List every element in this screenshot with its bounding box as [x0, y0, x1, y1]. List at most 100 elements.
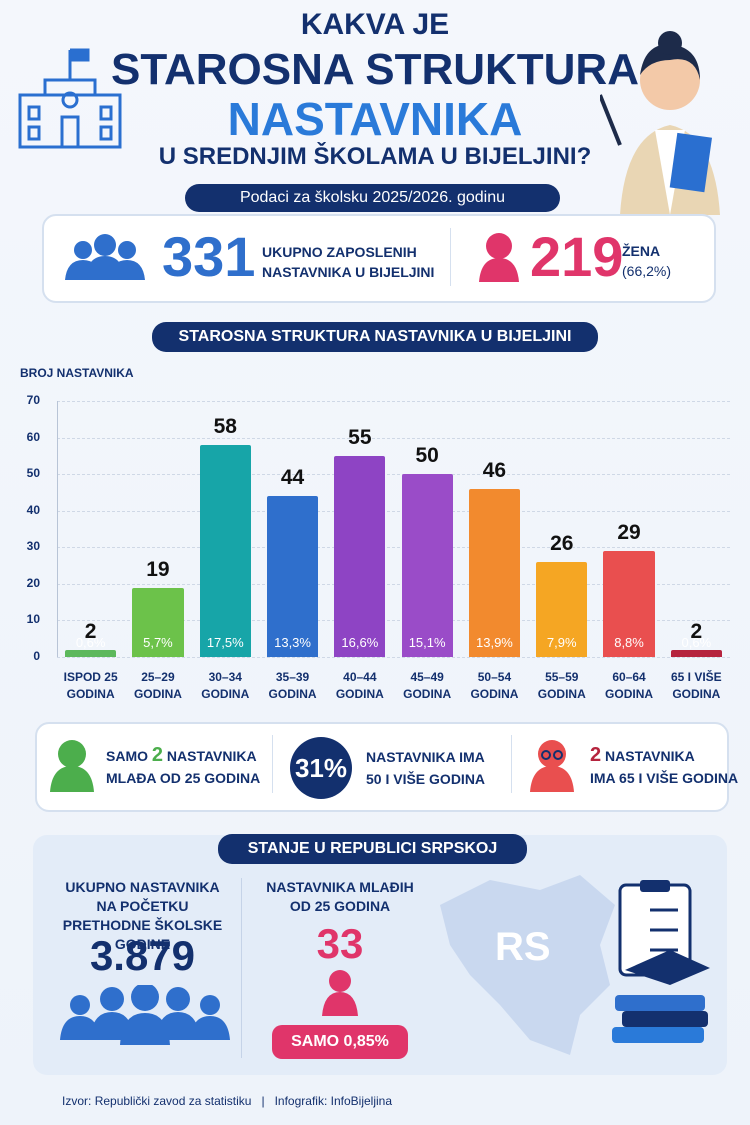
grid-line [57, 510, 730, 512]
value-label: 50 [415, 444, 439, 468]
fact-number: 31% [290, 737, 352, 799]
value-label: 29 [617, 520, 641, 544]
facts-box [35, 722, 729, 812]
y-tick-label: 20 [26, 575, 40, 590]
share-label: 15,1% [408, 635, 446, 650]
x-tick-label: 50–54 GODINA [470, 670, 519, 701]
school-icon [18, 48, 122, 149]
fact-text: MLAĐA OD 25 GODINA [106, 770, 261, 786]
share-label: 0,6% [681, 635, 712, 650]
share-label: 8,8% [614, 635, 644, 650]
people-icon [65, 234, 145, 280]
bar [401, 474, 453, 657]
map-label: RS [495, 925, 551, 969]
books-icon [612, 880, 710, 1043]
footer-text: Republički zavod za statistiku [94, 1094, 252, 1108]
rs-map [440, 875, 615, 1055]
value-label: 46 [482, 458, 507, 482]
chart-title: STAROSNA STRUKTURA NASTAVNIKA U BIJELJIN… [152, 322, 598, 352]
fact-number: 2 [151, 744, 164, 766]
fact-text: 2 NASTAVNIKA IMA 65 I VIŠE GODINA [590, 744, 738, 789]
bar [603, 550, 655, 657]
women-label: ŽENA [622, 243, 661, 259]
divider [272, 735, 273, 793]
share-label: 13,9% [476, 635, 513, 650]
footer-text: | [261, 1094, 265, 1108]
young-icon [50, 740, 94, 792]
y-tick-label: 10 [26, 612, 40, 627]
grid-line [57, 657, 730, 658]
divider [511, 735, 512, 793]
bar [670, 649, 722, 657]
rs-title: STANJE U REPUBLICI SRPSKOJ [218, 834, 527, 864]
x-tick-label: 65 I VIŠE GODINA [670, 670, 722, 701]
y-axis [57, 401, 58, 657]
women-number: 219 [530, 225, 624, 288]
title-line: STAROSNA STRUKTURA [111, 45, 639, 94]
x-tick-label: 35–39 GODINA [268, 670, 317, 701]
y-tick-label: 0 [33, 649, 40, 663]
title-line: NASTAVNIKA [227, 93, 523, 145]
fact-text: SAMO [106, 748, 148, 764]
grid-line [57, 620, 730, 622]
divider [450, 228, 451, 286]
share-label: 17,5% [206, 635, 244, 650]
y-tick-label: 60 [26, 429, 40, 444]
total-number: 331 [162, 225, 256, 288]
bar [65, 649, 117, 657]
footer-text: InfoBijeljina [330, 1094, 393, 1108]
share-label: 16,6% [341, 635, 379, 650]
teacher-illustration [600, 31, 720, 215]
value-label: 19 [146, 557, 170, 581]
x-tick-label: 40–44 GODINA [335, 670, 384, 701]
grid-line [57, 547, 730, 549]
divider [241, 878, 242, 1058]
people-icon [60, 985, 230, 1045]
rs-total-label: UKUPNO NASTAVNIKA NA POČETKU PRETHODNE Š… [62, 879, 223, 952]
senior-icon [530, 740, 574, 792]
value-label: 26 [550, 531, 574, 555]
fact-text: NASTAVNIKA IMA 50 I VIŠE GODINA [366, 749, 486, 787]
grid-line [57, 474, 730, 476]
x-tick-label: 30–34 GODINA [201, 670, 250, 701]
footer-text: Infografik: [274, 1094, 328, 1108]
value-label: 2 [690, 619, 703, 643]
value-label: 55 [348, 425, 372, 449]
fact-text: SAMO 2 NASTAVNIKA MLAĐA OD 25 GODINA [106, 744, 260, 789]
value-label: 58 [213, 414, 237, 438]
bar [266, 496, 319, 657]
share-label: 5,7% [143, 635, 173, 650]
x-tick-label: 25–29 GODINA [133, 670, 182, 701]
fact-number: 2 [590, 744, 602, 766]
bar [468, 488, 521, 657]
y-tick-label: 30 [26, 539, 40, 554]
title-line: U SREDNJIM ŠKOLAMA U BIJELJINI? [158, 143, 592, 170]
woman-icon [479, 233, 519, 282]
y-tick-label: 70 [26, 393, 40, 407]
share-label: 0,6% [75, 635, 106, 650]
summary-box [42, 214, 716, 303]
chart: 0 10 20 30 40 50 60 70 ISPOD 25 GODINA 2 0,6% 25–29… [0, 360, 750, 715]
x-tick-label: ISPOD 25 GODINA [63, 670, 118, 701]
period-banner: Podaci za školsku 2025/2026. godinu [185, 184, 560, 212]
rs-total: 3.879 [89, 932, 196, 979]
x-tick-label: 45–49 GODINA [403, 670, 452, 701]
share-label: 7,9% [546, 635, 577, 650]
x-tick-label: 55–59 GODINA [537, 670, 586, 701]
fact-text: NASTAVNIKA [166, 748, 257, 764]
rs-young: 33 [316, 920, 364, 967]
grid-line [57, 437, 730, 439]
bar [199, 444, 251, 657]
rs-young-share: SAMO 0,85% [272, 1025, 408, 1059]
value-label: 2 [84, 619, 97, 643]
women-share: (66,2%) [622, 263, 672, 279]
footer-text: Izvor: [62, 1094, 92, 1108]
y-axis-label: BROJ NASTAVNIKA [20, 366, 134, 380]
rs-young-label: NASTAVNIKA MLAĐIH OD 25 GODINA [266, 879, 414, 914]
bar [132, 587, 184, 657]
person-icon [322, 970, 358, 1016]
grid-line [57, 583, 730, 585]
x-tick-label: 60–64 GODINA [605, 670, 654, 701]
value-label: 44 [280, 466, 305, 490]
